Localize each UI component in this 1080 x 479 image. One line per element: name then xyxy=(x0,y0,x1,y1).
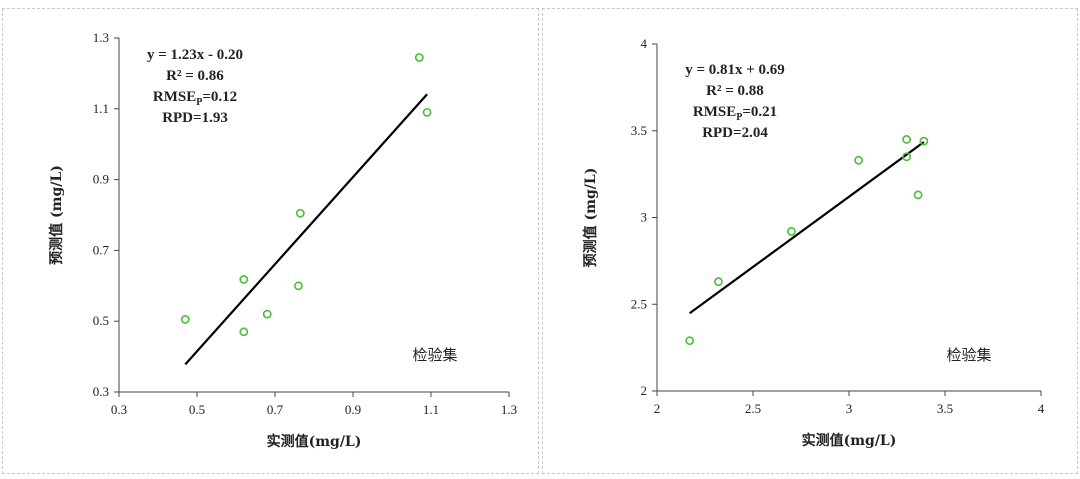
chart0-data-point xyxy=(239,275,249,284)
chart1-y-tick-label: 4 xyxy=(641,36,648,51)
chart1-data-point xyxy=(685,336,695,346)
chart-left-svg: 0.3 0.5 0.7 0.9 1.1 1.3 0.3 0.5 0.7 0.9 1.1 1.3 实测值(… xyxy=(48,30,517,450)
chart0-data-point xyxy=(414,53,424,62)
chart1-x-tick-label: 2.5 xyxy=(745,401,761,416)
chart1-data-point xyxy=(902,135,911,144)
chart0-data-point xyxy=(295,208,305,218)
chart0-x-axis-title: 实测值(mg/L) xyxy=(267,433,362,450)
chart0-x-tick-label: 1.3 xyxy=(501,402,517,417)
chart0-x-tick-label: 0.3 xyxy=(111,402,127,417)
chart0-annotation: y = 1.23x - 0.20 xyxy=(147,47,243,63)
chart0-y-tick-label: 0.3 xyxy=(93,384,109,399)
chart1-y-tick-label: 2 xyxy=(641,383,648,398)
chart1-annotation: R² = 0.88 xyxy=(706,83,764,99)
chart1-y-tick-label: 3.5 xyxy=(631,123,647,138)
chart-panel-right: 2 2.5 3 3.5 4 2 2.5 3 3.5 4 实测值(mg/L) 预测值 (mg/L) y =… xyxy=(542,8,1078,474)
chart0-x-tick-label: 1.1 xyxy=(423,402,439,417)
chart-right-svg: 2 2.5 3 3.5 4 2 2.5 3 3.5 4 实测值(mg/L) 预测值 (mg/L) y =… xyxy=(582,36,1045,449)
chart0-data-point xyxy=(239,327,249,337)
chart1-data-point xyxy=(714,277,723,287)
chart1-y-tick-label: 2.5 xyxy=(631,296,647,311)
chart0-data-point xyxy=(180,315,190,324)
chart1-data-point xyxy=(902,152,911,162)
chart1-x-tick-label: 3 xyxy=(846,401,853,416)
chart0-annotation: RPD=1.93 xyxy=(162,110,228,126)
chart1-x-tick-label: 3.5 xyxy=(937,401,953,416)
chart1-data-point xyxy=(913,190,923,200)
chart1-annotation: y = 0.81x + 0.69 xyxy=(685,62,785,78)
chart0-x-tick-label: 0.7 xyxy=(267,402,284,417)
chart0-data-point xyxy=(422,107,432,117)
chart1-annotation: RPD=2.04 xyxy=(702,125,768,141)
chart0-x-tick-label: 0.5 xyxy=(189,402,205,417)
chart0-fit-line xyxy=(184,93,428,366)
chart0-annotation: RMSEP=0.12 xyxy=(153,89,237,108)
chart1-x-axis-title: 实测值(mg/L) xyxy=(802,432,897,449)
chart0-x-tick-label: 0.9 xyxy=(345,402,361,417)
chart0-set-label: 检验集 xyxy=(412,346,457,364)
chart1-x-tick-label: 2 xyxy=(654,401,661,416)
chart0-y-tick-label: 0.9 xyxy=(93,172,109,187)
chart1-y-axis-title: 预测值 (mg/L) xyxy=(582,168,599,268)
chart1-annotation: RMSEP=0.21 xyxy=(693,104,777,123)
chart1-data-point xyxy=(919,136,929,146)
chart0-data-point xyxy=(293,281,303,291)
chart1-set-label: 检验集 xyxy=(946,346,991,364)
chart1-data-point xyxy=(786,226,796,236)
chart1-y-tick-label: 3 xyxy=(641,210,648,225)
chart1-x-tick-label: 4 xyxy=(1038,401,1045,416)
chart0-y-tick-label: 1.3 xyxy=(93,30,109,45)
chart1-data-point xyxy=(854,155,863,165)
chart0-annotation: R² = 0.86 xyxy=(166,68,224,84)
chart-panel-left: 0.3 0.5 0.7 0.9 1.1 1.3 0.3 0.5 0.7 0.9 1.1 1.3 实测值(… xyxy=(2,8,539,474)
chart0-data-point xyxy=(262,309,272,319)
chart0-y-axis-title: 预测值 (mg/L) xyxy=(48,165,65,265)
chart0-y-tick-label: 1.1 xyxy=(93,101,109,116)
chart1-fit-line xyxy=(688,141,925,315)
chart0-y-tick-label: 0.7 xyxy=(93,242,110,257)
chart0-y-tick-label: 0.5 xyxy=(93,313,109,328)
